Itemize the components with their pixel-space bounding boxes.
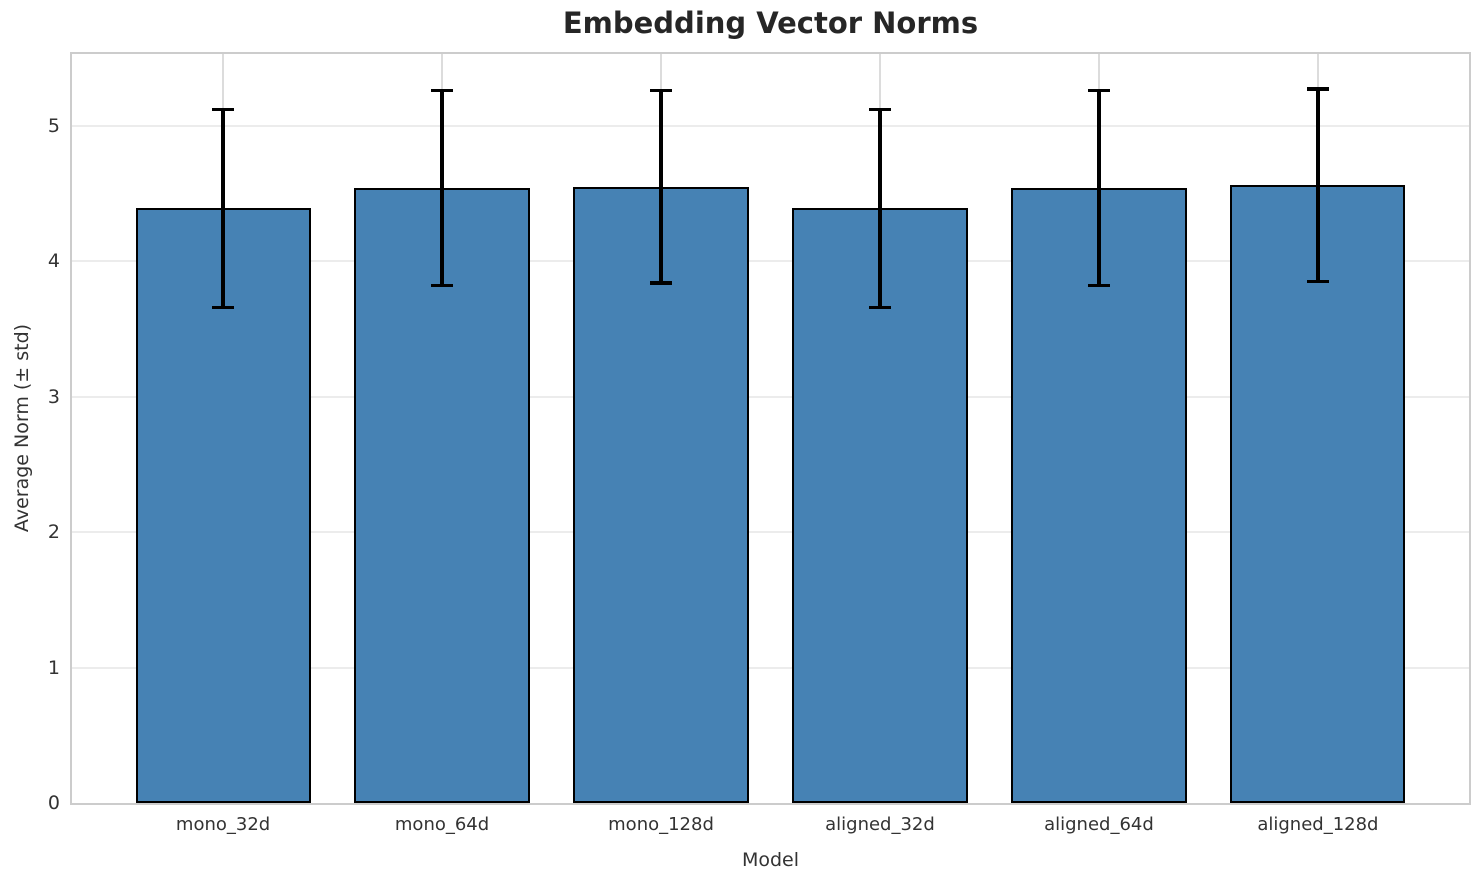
- error-bar-aligned_64d: [1097, 90, 1101, 286]
- error-cap-top-mono_32d: [212, 107, 235, 112]
- y-tick-label: 4: [47, 250, 60, 273]
- y-axis-label: Average Norm (± std): [11, 323, 33, 533]
- x-tick-label-aligned_128d: aligned_128d: [1257, 814, 1379, 835]
- error-cap-bottom-mono_128d: [650, 281, 673, 285]
- x-tick-label-mono_128d: mono_128d: [608, 814, 714, 835]
- h-gridline: [72, 260, 1469, 263]
- error-cap-top-aligned_32d: [868, 107, 891, 112]
- plot-area: 0 1 2 3 4 5 mono_32d mono_64d mono_128d aligned_3…: [48, 52, 1471, 835]
- error-cap-top-mono_128d: [650, 88, 673, 93]
- x-axis-label: Model: [741, 849, 800, 871]
- y-tick-label: 2: [47, 521, 60, 544]
- y-tick-label: 0: [47, 792, 60, 814]
- error-cap-bottom-mono_64d: [431, 283, 454, 288]
- bar-aligned_64d: [1011, 188, 1187, 803]
- y-tick-label: 5: [47, 114, 60, 137]
- error-cap-top-aligned_128d: [1306, 87, 1329, 91]
- error-cap-top-mono_64d: [431, 88, 454, 93]
- error-bar-aligned_32d: [878, 109, 882, 308]
- h-gridline: [72, 666, 1469, 669]
- bar-aligned_128d: [1230, 185, 1406, 803]
- bar-mono_64d: [354, 188, 530, 803]
- h-gridline: [72, 124, 1469, 127]
- y-tick-label: 3: [47, 385, 60, 408]
- error-cap-bottom-aligned_128d: [1306, 279, 1329, 284]
- error-bar-aligned_128d: [1316, 89, 1320, 282]
- chart-title: Embedding Vector Norms: [562, 6, 979, 40]
- x-tick-label-mono_32d: mono_32d: [175, 814, 271, 835]
- bar-mono_128d: [573, 186, 749, 803]
- h-gridline: [72, 531, 1469, 534]
- x-tick-label-aligned_32d: aligned_32d: [825, 814, 935, 835]
- error-cap-bottom-mono_32d: [212, 305, 235, 310]
- h-gridline: [72, 395, 1469, 398]
- error-cap-bottom-aligned_64d: [1087, 283, 1110, 288]
- x-tick-label-aligned_64d: aligned_64d: [1044, 814, 1154, 835]
- y-tick-label: 1: [47, 656, 60, 679]
- error-cap-top-aligned_64d: [1087, 88, 1110, 93]
- x-tick-label-mono_64d: mono_64d: [394, 814, 490, 835]
- error-bar-mono_128d: [659, 90, 663, 283]
- error-bar-mono_64d: [440, 90, 444, 286]
- error-cap-bottom-aligned_32d: [868, 305, 891, 310]
- error-bar-mono_32d: [221, 109, 225, 308]
